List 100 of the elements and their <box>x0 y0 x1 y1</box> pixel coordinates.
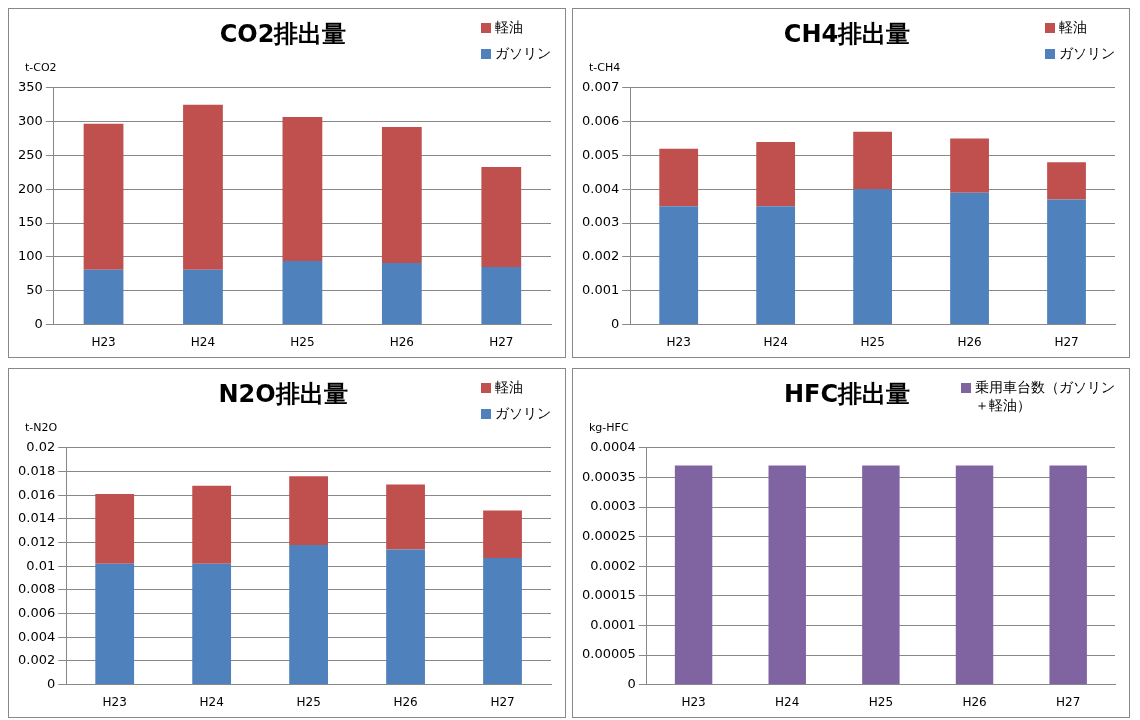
bar <box>853 131 892 190</box>
bar <box>192 563 232 685</box>
x-tick-label: H27 <box>1054 334 1079 349</box>
x-tick-label: H24 <box>199 694 224 709</box>
bar <box>950 138 989 193</box>
legend-label: 軽油 <box>1059 19 1087 37</box>
bar <box>83 123 124 270</box>
bar <box>381 127 422 264</box>
bar <box>282 116 323 261</box>
y-tick-label: 0.0001 <box>590 616 636 632</box>
x-tick-label: H23 <box>91 334 116 349</box>
y-tick-label: 0.002 <box>18 652 56 668</box>
x-tick-label: H26 <box>389 334 414 349</box>
y-tick-label: 100 <box>17 248 43 264</box>
x-tick-label: H25 <box>860 334 885 349</box>
y-tick-label: 0.014 <box>18 510 56 526</box>
bar <box>950 192 989 325</box>
bar <box>386 484 425 550</box>
bar <box>289 544 328 685</box>
y-tick-label: 0 <box>627 675 636 691</box>
y-tick-label: 0.018 <box>18 462 56 478</box>
y-tick-label: 0.0003 <box>590 498 636 514</box>
y-tick-label: 0.00015 <box>581 587 636 603</box>
x-tick-label: H25 <box>290 334 315 349</box>
x-tick-label: H24 <box>775 694 800 709</box>
y-tick-label: 0.006 <box>18 604 56 620</box>
x-tick-label: H25 <box>868 694 894 709</box>
legend-label: 軽油 <box>495 379 523 397</box>
legend-label: 乗用車台数（ガソリン＋軽油） <box>975 379 1115 415</box>
y-axis-title: t-CH4 <box>589 61 621 75</box>
y-tick-label: 0.016 <box>18 486 56 502</box>
chart-title: CO2排出量 <box>219 19 347 48</box>
y-tick-label: 0.004 <box>18 628 56 644</box>
x-tick-label: H24 <box>763 334 788 349</box>
bar <box>282 261 323 325</box>
y-tick-label: 0.012 <box>18 533 56 549</box>
bar <box>1047 199 1086 325</box>
chart-title: CH4排出量 <box>783 19 911 48</box>
bar <box>83 269 124 325</box>
y-tick-label: 0.00035 <box>581 468 636 484</box>
y-axis-title: t-CO2 <box>25 61 57 75</box>
y-tick-label: 0.001 <box>582 282 620 298</box>
x-tick-label: H23 <box>666 334 691 349</box>
y-axis-title: t-N2O <box>25 421 58 435</box>
x-tick-label: H26 <box>962 694 987 709</box>
legend-label: ガソリン <box>1059 45 1115 63</box>
x-tick-label: H26 <box>957 334 982 349</box>
bar <box>756 141 796 207</box>
legend-label: ガソリン <box>495 45 551 63</box>
bar <box>381 263 422 325</box>
x-tick-label: H24 <box>190 334 216 349</box>
bar <box>756 206 796 325</box>
y-tick-label: 0.00005 <box>581 646 636 662</box>
y-tick-label: 0.00025 <box>581 527 636 543</box>
bar <box>481 267 522 325</box>
x-tick-label: H26 <box>393 694 418 709</box>
chart-title: N2O排出量 <box>218 379 348 408</box>
bar <box>1047 162 1086 200</box>
bar <box>483 557 522 685</box>
bar <box>481 166 522 268</box>
y-tick-label: 0.002 <box>582 248 620 264</box>
y-tick-label: 0.005 <box>582 146 620 162</box>
bar <box>853 189 892 325</box>
y-axis-title: kg-HFC <box>589 421 629 435</box>
y-tick-label: 50 <box>26 282 43 298</box>
y-tick-label: 0.0004 <box>590 439 636 455</box>
bar <box>483 510 522 558</box>
bar <box>183 104 223 270</box>
chart-title: HFC排出量 <box>783 379 911 408</box>
x-tick-label: H27 <box>489 334 514 349</box>
bar <box>192 485 232 564</box>
x-tick-label: H27 <box>1056 694 1081 709</box>
y-tick-label: 300 <box>17 113 43 128</box>
bar <box>95 493 135 564</box>
bar <box>289 476 328 545</box>
y-tick-label: 0 <box>46 675 56 691</box>
y-tick-label: 0.01 <box>26 557 56 573</box>
x-tick-label: H27 <box>490 694 515 709</box>
bar <box>659 148 699 207</box>
y-tick-label: 0.0002 <box>590 557 636 573</box>
y-tick-label: 250 <box>17 146 43 162</box>
x-tick-label: H23 <box>681 694 706 709</box>
x-tick-label: H25 <box>296 694 321 709</box>
y-tick-label: 0.007 <box>582 79 620 95</box>
legend-label: 軽油 <box>495 19 523 37</box>
y-tick-label: 150 <box>17 214 43 230</box>
y-tick-label: 350 <box>17 79 43 95</box>
y-tick-label: 0.003 <box>582 214 620 230</box>
y-tick-label: 200 <box>17 180 43 196</box>
bar <box>183 269 223 325</box>
y-tick-label: 0.008 <box>18 581 56 597</box>
x-tick-label: H23 <box>102 694 127 709</box>
y-tick-label: 0.006 <box>582 113 620 128</box>
y-tick-label: 0.004 <box>582 180 620 196</box>
y-tick-label: 0.02 <box>26 439 56 455</box>
y-tick-label: 0 <box>34 315 43 331</box>
bar <box>386 549 425 685</box>
bar <box>95 563 135 685</box>
y-tick-label: 0 <box>610 315 620 331</box>
bar <box>659 206 699 325</box>
